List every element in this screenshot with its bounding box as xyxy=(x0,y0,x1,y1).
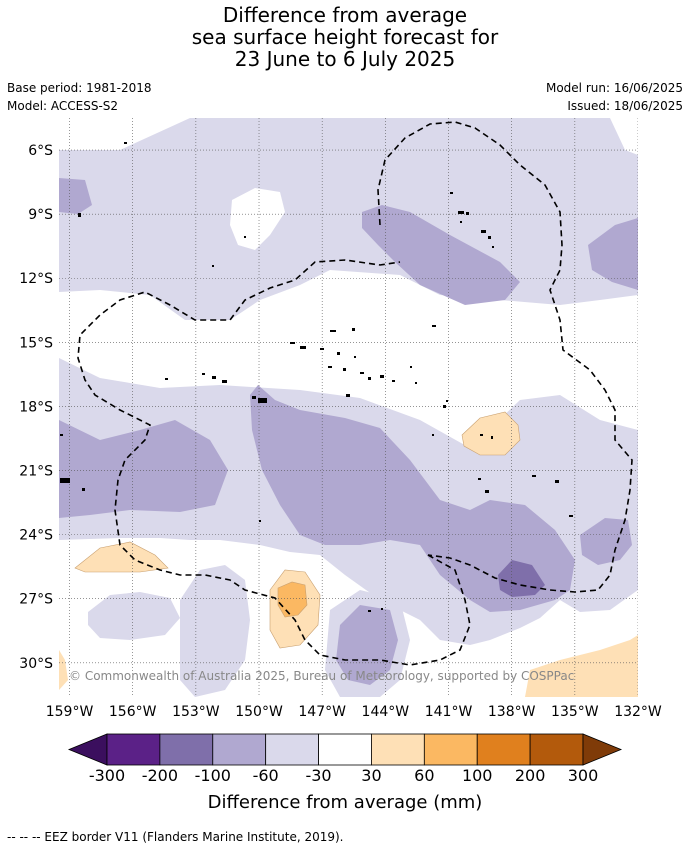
title-line-2: sea surface height forecast for xyxy=(191,25,499,49)
lon-label: 141°W xyxy=(425,704,473,720)
region-neg-light-south-center xyxy=(180,565,250,697)
region-neutral-topright xyxy=(610,118,638,155)
lon-label: 156°W xyxy=(109,704,157,720)
lon-label: 147°W xyxy=(298,704,346,720)
colorbar-box xyxy=(212,733,267,766)
region-pos-medium-south xyxy=(277,581,308,618)
base-period: Base period: 1981-2018 xyxy=(7,81,152,95)
lat-label: 18°S xyxy=(19,399,53,415)
region-neg-medium-south xyxy=(59,420,228,518)
lon-label: 150°W xyxy=(235,704,283,720)
footnote-eez: -- -- -- EEZ border V11 (Flanders Marine… xyxy=(7,830,344,844)
region-neg-medium-central xyxy=(250,385,575,612)
colorbar-tick-label: 60 xyxy=(414,766,435,785)
colorbar-box xyxy=(159,733,214,766)
region-pos-light-southwest xyxy=(74,541,169,573)
islands xyxy=(60,142,573,612)
region-neutral-south-patch xyxy=(175,540,260,575)
lon-label: 159°W xyxy=(46,704,94,720)
colorbar-box xyxy=(371,733,425,766)
colorbar-box xyxy=(529,733,584,766)
colorbar-box xyxy=(423,733,478,766)
colorbar-tick-label: 300 xyxy=(567,766,599,785)
region-neg-medium-northwest xyxy=(59,178,92,214)
colorbar-tick-label: -30 xyxy=(305,766,332,785)
colorbar-title: Difference from average (mm) xyxy=(207,792,483,813)
region-neg-medium-south-island xyxy=(336,605,398,685)
lon-label: 132°W xyxy=(614,704,662,720)
gridlines xyxy=(59,118,638,697)
colorbar-box xyxy=(318,733,372,766)
colorbar-box xyxy=(106,733,161,766)
colorbar-tick-label: -100 xyxy=(194,766,231,785)
lon-label: 135°W xyxy=(551,704,599,720)
model-name: Model: ACCESS-S2 xyxy=(7,99,119,113)
copyright-notice: © Commonwealth of Australia 2025, Bureau… xyxy=(69,669,575,683)
colorbar-tick-label: 100 xyxy=(461,766,493,785)
lat-label: 15°S xyxy=(19,335,53,351)
region-neg-light-southwest xyxy=(88,592,180,640)
lat-label: 12°S xyxy=(19,271,53,287)
lat-label: 9°S xyxy=(28,207,53,223)
lat-label: 21°S xyxy=(19,464,53,480)
meta-left: Base period: 1981-2018 Model: ACCESS-S2 xyxy=(7,79,152,115)
latitude-labels: 6°S 9°S 12°S 15°S 18°S 21°S 24°S 27°S 30°S xyxy=(19,143,53,672)
anomaly-field xyxy=(59,118,638,697)
lon-label: 144°W xyxy=(362,704,410,720)
region-pos-light-southeast xyxy=(525,635,638,697)
region-neg-medium-east xyxy=(580,518,632,565)
colorbar-tick-label: -200 xyxy=(141,766,179,785)
meta-right: Model run: 16/06/2025 Issued: 18/06/2025 xyxy=(546,79,683,115)
colorbar-tick-label: 30 xyxy=(361,766,382,785)
region-neg-medium-northeast xyxy=(588,218,638,290)
region-pos-light-west-edge xyxy=(59,650,68,690)
colorbar-extend-high xyxy=(582,733,623,766)
colorbar-tick-label: -60 xyxy=(252,766,279,785)
colorbar-box xyxy=(265,733,319,766)
colorbar-tick-label: 200 xyxy=(514,766,546,785)
title-line-1: Difference from average xyxy=(222,3,468,27)
colorbar-extend-low xyxy=(67,733,108,766)
colorbar xyxy=(67,733,623,766)
colorbar-box xyxy=(476,733,531,766)
model-run: Model run: 16/06/2025 xyxy=(545,81,683,95)
eez-border-west xyxy=(77,259,471,666)
region-neg-medium-north xyxy=(362,205,520,305)
lon-label: 138°W xyxy=(488,704,536,720)
lat-label: 24°S xyxy=(19,528,53,544)
map-title: Difference from average sea surface heig… xyxy=(0,4,690,70)
lat-label: 6°S xyxy=(28,143,53,159)
lat-label: 27°S xyxy=(19,592,53,608)
colorbar-tick-label: -300 xyxy=(88,766,126,785)
region-neutral-hole xyxy=(230,188,285,250)
longitude-labels: 159°W 156°W 153°W 150°W 147°W 144°W 141°W 138°W… xyxy=(46,704,662,720)
region-pos-light-center xyxy=(461,411,521,456)
title-line-3: 23 June to 6 July 2025 xyxy=(234,47,456,71)
lon-label: 153°W xyxy=(172,704,220,720)
lat-label: 30°S xyxy=(19,656,53,672)
issued-date: Issued: 18/06/2025 xyxy=(567,99,683,113)
